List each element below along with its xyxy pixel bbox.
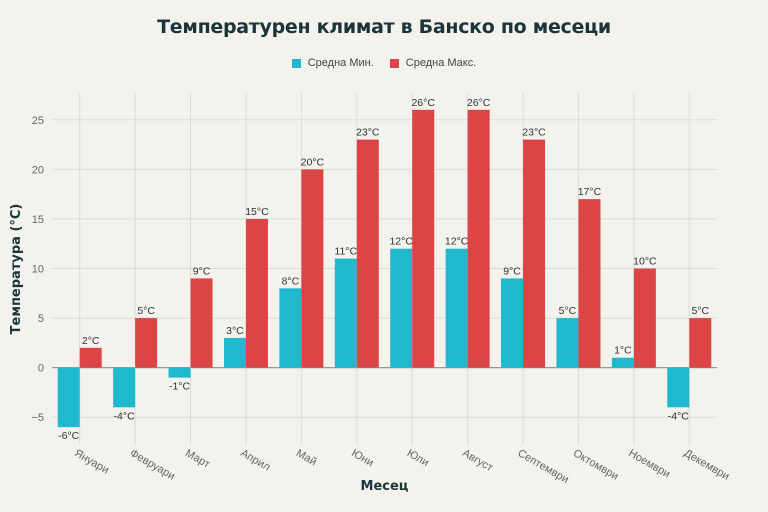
y-tick-label: 20 xyxy=(32,164,44,176)
data-label: 12°C xyxy=(389,236,413,248)
data-label: 9°C xyxy=(193,265,211,277)
y-tick-label: 25 xyxy=(32,115,44,127)
bar-min xyxy=(57,367,80,428)
x-tick-label: Август xyxy=(460,447,495,474)
data-label: 12°C xyxy=(445,236,469,248)
x-tick-label: Септември xyxy=(516,447,571,486)
bar-min xyxy=(390,248,413,368)
data-label: 5°C xyxy=(137,305,155,317)
bar-min xyxy=(611,357,634,368)
data-label: 5°C xyxy=(559,305,577,317)
data-label: -6°C xyxy=(58,430,80,442)
y-axis-title: Температура (°C) xyxy=(9,204,24,335)
x-tick-label: Октомври xyxy=(571,447,620,482)
y-tick-label: 10 xyxy=(32,264,44,276)
bar-max xyxy=(467,109,490,368)
x-tick-label: Ноември xyxy=(626,447,672,480)
data-label: 11°C xyxy=(334,246,357,258)
x-tick-label: Януари xyxy=(72,447,111,476)
data-label: 23°C xyxy=(356,127,380,139)
legend-item-max[interactable]: Средна Макс. xyxy=(389,57,477,69)
bar-max xyxy=(412,109,435,368)
x-axis-title: Месец xyxy=(361,479,409,494)
bar-min xyxy=(223,337,246,368)
data-label: 23°C xyxy=(522,127,546,139)
bar-max xyxy=(301,169,324,368)
bar-min xyxy=(501,278,524,368)
chart-title: Температурен климат в Банско по месеци xyxy=(157,16,611,38)
x-tick-label: Март xyxy=(183,447,212,471)
bar-min xyxy=(667,367,690,408)
data-label: 17°C xyxy=(578,186,602,198)
x-tick-label: Юли xyxy=(405,447,431,469)
y-tick-label: 0 xyxy=(38,363,44,375)
y-tick-label: −5 xyxy=(31,412,44,424)
bar-max xyxy=(689,318,712,368)
legend-label-max: Средна Макс. xyxy=(405,57,477,69)
data-label: 20°C xyxy=(301,156,325,168)
legend-item-min[interactable]: Средна Мин. xyxy=(291,57,374,69)
legend-swatch-max xyxy=(389,58,399,68)
bar-max xyxy=(190,278,213,368)
legend: Средна Мин. Средна Макс. xyxy=(0,57,768,69)
legend-label-min: Средна Мин. xyxy=(307,57,374,69)
bar-max xyxy=(135,318,158,368)
data-label: 3°C xyxy=(226,325,244,337)
x-tick-label: Юни xyxy=(349,447,375,469)
bar-min xyxy=(445,248,468,368)
data-label: 5°C xyxy=(691,305,709,317)
bar-min xyxy=(279,288,302,368)
data-label: 2°C xyxy=(82,335,100,347)
data-label: 8°C xyxy=(282,275,300,287)
bar-min xyxy=(168,367,191,378)
x-tick-label: Декември xyxy=(682,447,732,483)
x-tick-label: Февруари xyxy=(128,447,177,482)
data-label: 26°C xyxy=(411,97,435,109)
data-label: -1°C xyxy=(169,381,191,393)
bar-min xyxy=(556,318,579,368)
x-tick-label: Май xyxy=(294,447,319,468)
bar-max xyxy=(578,199,601,368)
data-label: 9°C xyxy=(503,265,521,277)
y-tick-label: 5 xyxy=(38,313,44,325)
bar-max xyxy=(79,347,102,368)
data-label: 15°C xyxy=(245,206,269,218)
x-tick-label: Април xyxy=(238,447,272,473)
data-label: -4°C xyxy=(114,410,136,422)
data-label: 10°C xyxy=(633,256,657,268)
data-label: 1°C xyxy=(614,345,632,357)
data-label: 26°C xyxy=(467,97,491,109)
bar-max xyxy=(245,218,268,368)
y-tick-label: 15 xyxy=(32,214,44,226)
bar-max xyxy=(356,139,379,368)
bar-min xyxy=(334,258,357,368)
legend-swatch-min xyxy=(291,58,301,68)
data-label: -4°C xyxy=(668,410,690,422)
bar-max xyxy=(523,139,546,368)
bar-min xyxy=(113,367,136,408)
bar-max xyxy=(633,268,656,368)
